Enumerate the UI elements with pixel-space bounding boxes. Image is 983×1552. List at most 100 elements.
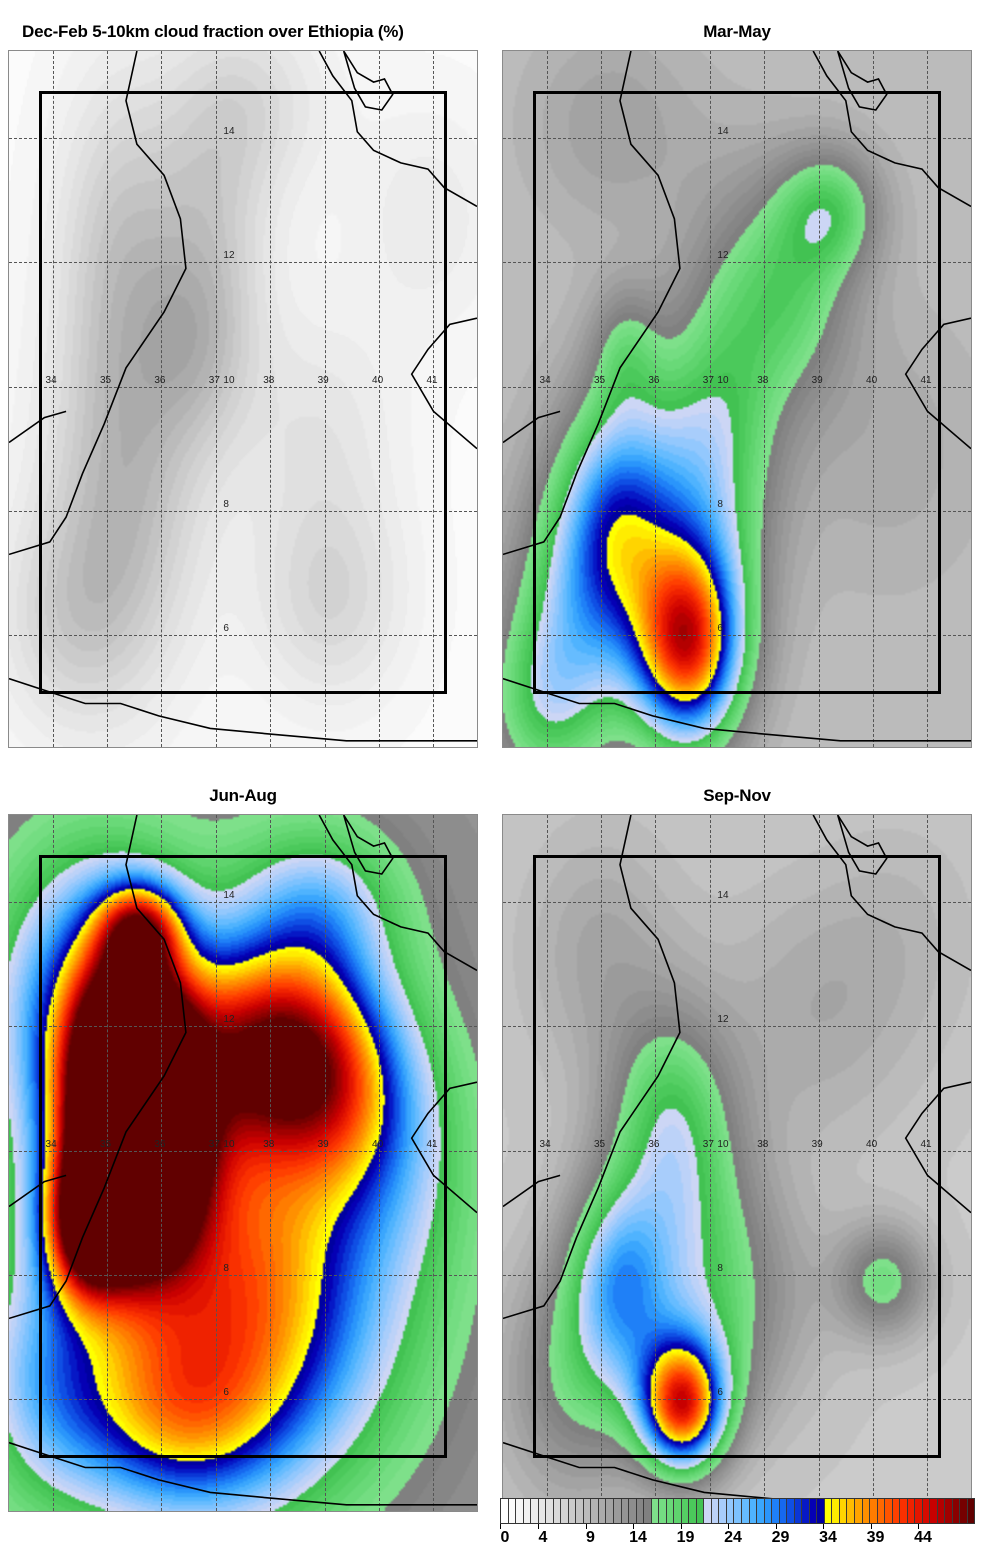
gridline-lon-34 (52, 815, 54, 1511)
lon-tick-label: 38 (757, 374, 769, 386)
colorbar-cell (711, 1499, 720, 1523)
gridline-lon-41 (433, 815, 435, 1511)
colorbar-cell (568, 1499, 577, 1523)
lat-tick-label: 6 (223, 623, 229, 635)
colorbar[interactable]: 0 4 9 14 19 24 29 34 39 44 (500, 1498, 975, 1552)
lat-tick-label: 14 (223, 890, 235, 901)
lon-tick-label: 37 (702, 374, 714, 386)
gridline-lat-14 (9, 138, 477, 139)
lon-tick-label: 38 (263, 374, 275, 386)
lon-tick-label: 34 (539, 374, 551, 386)
colorbar-cell (613, 1499, 622, 1523)
lon-tick-label: 40 (372, 1138, 384, 1150)
lon-tick-label: 36 (154, 1138, 166, 1150)
colorbar-tick-label: 4 (538, 1529, 548, 1546)
colorbar-tick-label: 39 (866, 1529, 885, 1546)
colorbar-cell (749, 1499, 758, 1523)
colorbar-cell (885, 1499, 893, 1523)
colorbar-cell (757, 1499, 765, 1523)
gridline-lat-14 (9, 902, 477, 903)
lon-tick-label: 35 (99, 1138, 112, 1150)
colorbar-cell (598, 1499, 607, 1523)
lon-tick-label: 36 (154, 374, 166, 386)
colorbar-cell (787, 1499, 795, 1523)
gridline-lon-35 (600, 815, 602, 1511)
colorbar-tick (870, 1524, 872, 1529)
colorbar-cell (817, 1499, 825, 1523)
colorbar-strip[interactable] (500, 1498, 975, 1524)
colorbar-cell (636, 1499, 645, 1523)
colorbar-cell (651, 1499, 660, 1523)
gridline-lon-39 (324, 51, 326, 747)
colorbar-cell (742, 1499, 750, 1523)
colorbar-cell (696, 1499, 705, 1523)
gridline-lon-41 (433, 51, 435, 747)
lat-tick-label: 10 (717, 1138, 729, 1150)
colorbar-cell (674, 1499, 682, 1523)
gridline-lat-12 (503, 1026, 971, 1028)
gridline-lon-37 (215, 51, 217, 747)
lon-tick-label: 35 (593, 1138, 606, 1150)
lon-tick-label: 37 (208, 374, 220, 386)
lon-tick-label: 34 (45, 374, 57, 386)
colorbar-cell (666, 1499, 675, 1523)
panel-djf: Dec-Feb 5-10km cloud fraction over Ethio… (8, 22, 478, 748)
panel-title-djf: Dec-Feb 5-10km cloud fraction over Ethio… (22, 22, 404, 41)
map-canvas-son[interactable]: 34 35 36 37 38 39 40 41 6 8 10 12 14 (502, 814, 972, 1512)
gridline-lat-8 (9, 1274, 477, 1276)
colorbar-cell (854, 1499, 863, 1523)
gridline-lon-37 (709, 51, 711, 747)
lat-tick-label: 8 (223, 498, 229, 510)
gridline-lon-38 (764, 51, 766, 747)
colorbar-tick (538, 1524, 539, 1529)
lat-tick-label: 12 (223, 250, 235, 262)
map-canvas-djf[interactable]: 34 35 36 37 38 39 40 41 6 8 10 12 14 (8, 50, 478, 748)
gridline-lat-12 (9, 1026, 477, 1028)
colorbar-cell (546, 1499, 554, 1523)
gridline-lat-6 (503, 635, 971, 637)
panel-son: Sep-Nov 34 35 36 37 38 39 40 41 6 8 10 12 14 (502, 786, 972, 1512)
lat-tick-label: 12 (717, 250, 729, 262)
colorbar-cell (659, 1499, 667, 1523)
gridline-lat-10 (9, 1150, 477, 1152)
contour-field-djf (9, 51, 477, 747)
lat-tick-label: 6 (717, 1387, 723, 1399)
gridline-lon-37 (215, 815, 217, 1511)
colorbar-cell (523, 1499, 532, 1523)
lon-tick-label: 39 (811, 374, 823, 386)
colorbar-cell (726, 1499, 735, 1523)
lon-tick-label: 41 (426, 1138, 438, 1150)
gridline-lon-39 (818, 815, 820, 1511)
lon-tick-label: 40 (866, 1138, 878, 1150)
colorbar-cell (862, 1499, 871, 1523)
lat-tick-label: 6 (223, 1387, 229, 1399)
colorbar-cell (930, 1499, 938, 1523)
gridline-lat-12 (9, 262, 477, 264)
gridline-lat-8 (9, 510, 477, 512)
colorbar-cell (809, 1499, 818, 1523)
colorbar-cell (644, 1499, 652, 1523)
lon-tick-label: 37 (208, 1138, 220, 1150)
colorbar-cell (847, 1499, 855, 1523)
colorbar-tick (680, 1524, 682, 1529)
colorbar-tick (585, 1524, 587, 1529)
gridline-lon-36 (161, 815, 163, 1511)
gridline-lat-10 (503, 1150, 971, 1152)
colorbar-tick (728, 1524, 729, 1529)
map-canvas-mam[interactable]: 34 35 36 37 38 39 40 41 6 8 10 12 14 (502, 50, 972, 748)
colorbar-cell (508, 1499, 517, 1523)
lat-tick-label: 10 (717, 374, 729, 386)
colorbar-cell (538, 1499, 547, 1523)
gridline-lon-36 (161, 51, 163, 747)
lon-tick-label: 35 (99, 374, 112, 386)
colorbar-cell (734, 1499, 742, 1523)
colorbar-cell (561, 1499, 569, 1523)
colorbar-tick-label: 19 (676, 1529, 695, 1546)
colorbar-cell (629, 1499, 637, 1523)
lon-tick-label: 41 (920, 1138, 932, 1150)
lon-tick-label: 34 (539, 1138, 551, 1150)
colorbar-cell (516, 1499, 524, 1523)
map-canvas-jja[interactable]: 34 35 36 37 38 39 40 41 6 8 10 12 14 (8, 814, 478, 1512)
panel-title-son: Sep-Nov (703, 786, 771, 805)
colorbar-cell (606, 1499, 614, 1523)
